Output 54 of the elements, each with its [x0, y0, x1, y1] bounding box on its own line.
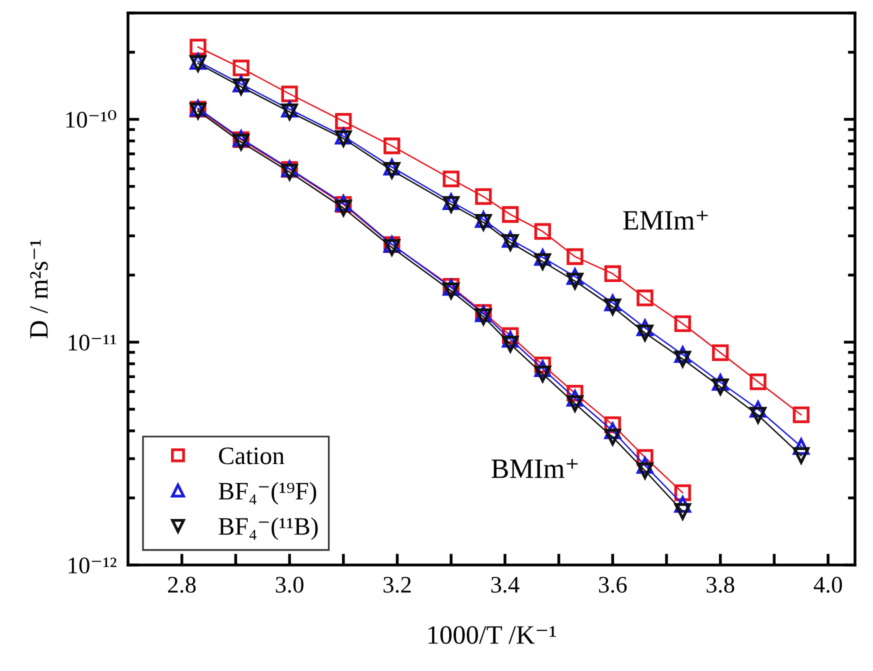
point	[442, 170, 460, 188]
point	[475, 214, 492, 231]
point	[712, 378, 729, 396]
x-tick-label: 2.8	[168, 576, 196, 593]
point	[792, 406, 810, 424]
point	[636, 462, 654, 480]
point	[604, 265, 621, 282]
legend-label: BF₄⁻(¹⁹F)	[218, 482, 316, 505]
point	[442, 196, 460, 213]
y-tick-label: 10⁻¹²	[68, 557, 116, 574]
text: 3.0	[276, 576, 304, 593]
point	[674, 503, 692, 520]
x-axis-title: 1000/T /K⁻¹	[428, 626, 556, 644]
x-tick-label: 3.6	[599, 576, 627, 593]
x-tick-label: 3.8	[706, 576, 734, 593]
point	[335, 112, 352, 130]
point	[502, 234, 519, 251]
point	[674, 315, 692, 332]
point	[502, 336, 519, 352]
point	[750, 373, 766, 390]
point	[792, 447, 810, 464]
y-tick-label: 10⁻¹⁰	[66, 110, 116, 128]
point	[566, 395, 584, 412]
point	[190, 38, 206, 56]
point	[534, 253, 551, 270]
point	[712, 344, 729, 362]
y-axis-title: D / m²s⁻¹	[30, 240, 48, 338]
point	[442, 282, 460, 300]
point	[384, 138, 400, 154]
point	[475, 188, 492, 205]
x-tick-label: 3.4	[491, 576, 520, 593]
y-tick-label: 10⁻¹¹	[68, 334, 116, 351]
point	[674, 350, 692, 368]
text: 4.0	[814, 576, 842, 593]
annotation: EMIm⁺	[623, 210, 708, 230]
point	[232, 78, 250, 96]
point	[232, 60, 250, 76]
x-tick-label: 3.2	[384, 576, 411, 593]
point	[534, 366, 551, 382]
annotation: BMIm⁺	[492, 459, 578, 478]
point	[636, 290, 654, 306]
point	[566, 248, 584, 265]
point	[281, 104, 298, 120]
point	[636, 324, 654, 342]
point	[566, 272, 584, 290]
point	[534, 223, 551, 240]
point	[384, 162, 400, 179]
legend-label: BF₄⁻(¹¹B)	[218, 517, 318, 540]
legend-label: Cation	[219, 447, 284, 464]
point	[604, 428, 621, 446]
point	[281, 86, 298, 102]
point	[502, 206, 519, 223]
point	[604, 298, 621, 316]
point	[750, 406, 766, 424]
